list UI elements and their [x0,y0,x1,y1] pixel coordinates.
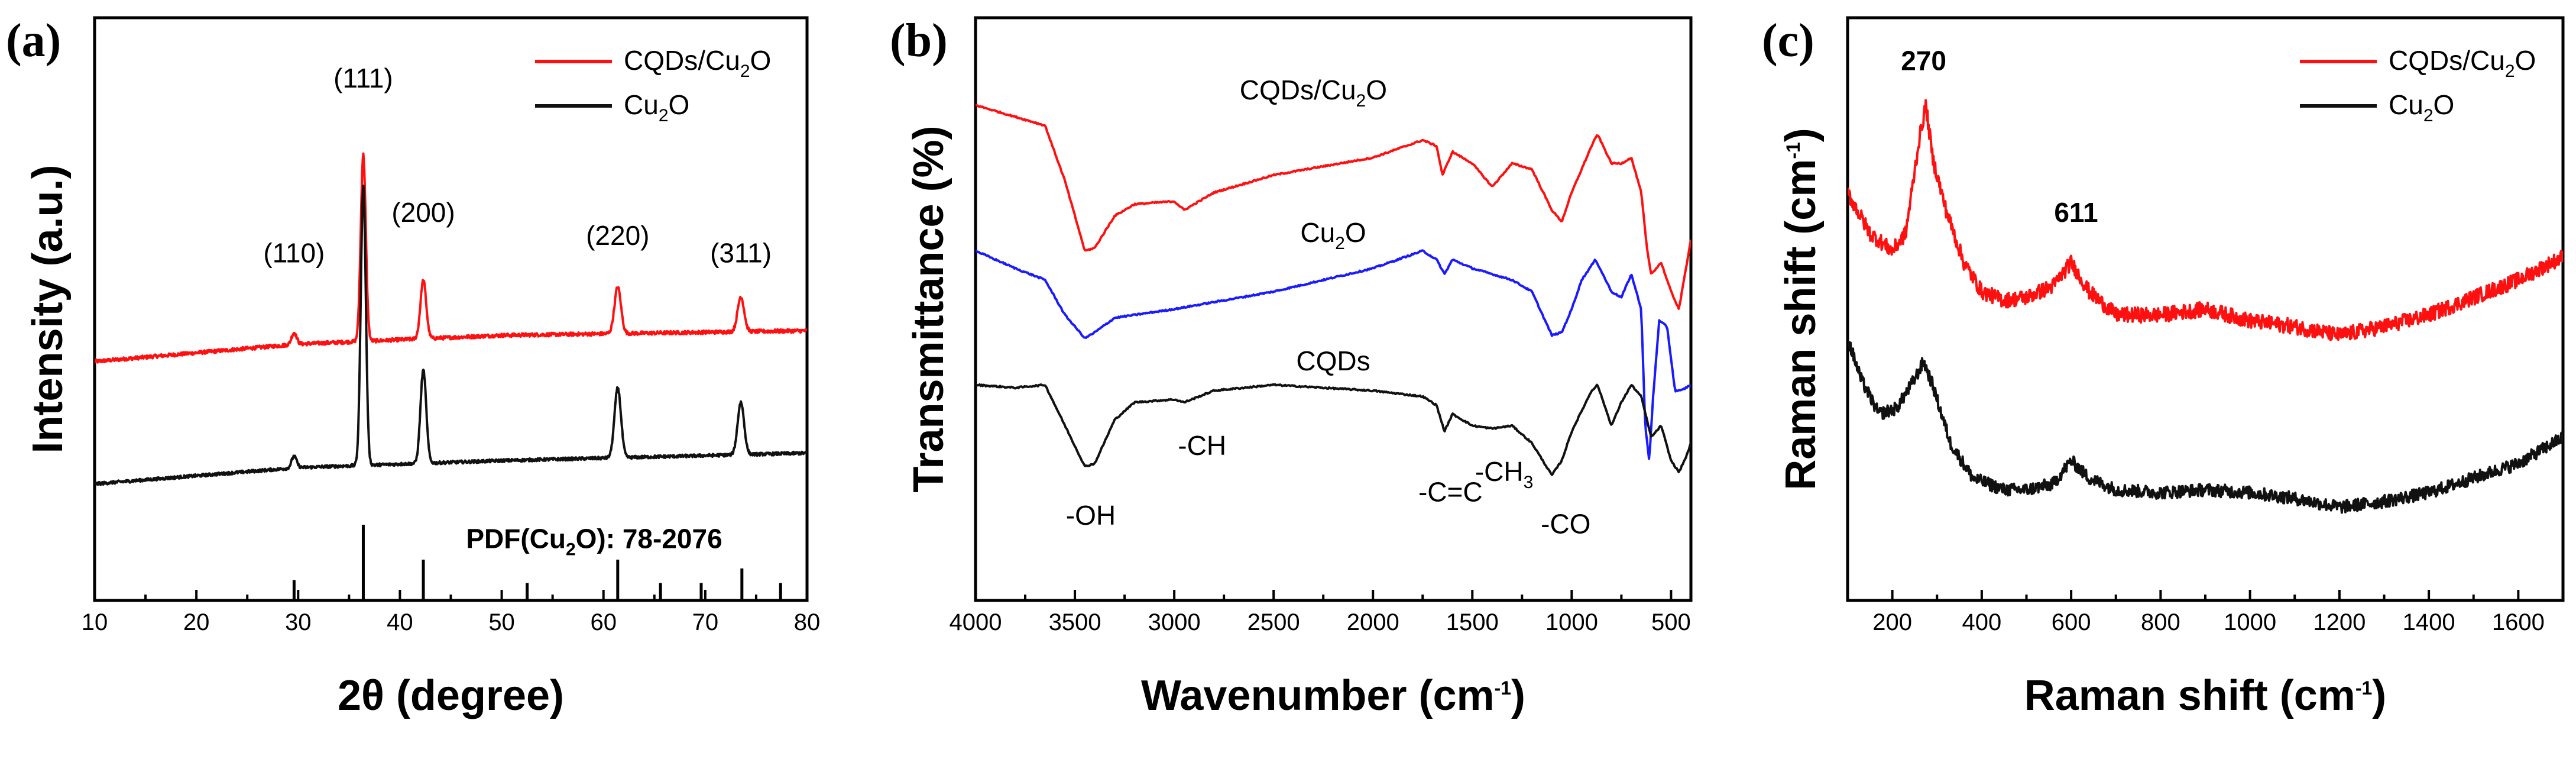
x-tick-label: 2500 [1248,609,1300,635]
series-line-0 [95,152,807,364]
x-tick-label: 2000 [1347,609,1399,635]
x-tick-label: 30 [285,609,312,635]
x-tick-label: 1000 [1545,609,1598,635]
x-tick-label: 70 [692,609,719,635]
x-tick-label: 3500 [1049,609,1101,635]
x-tick-label: 3000 [1148,609,1201,635]
legend-entry: CQDs/Cu2O [2389,45,2536,81]
x-tick-label: 1600 [2492,609,2545,635]
peak-label: (220) [586,220,649,251]
x-tick-label: 20 [183,609,210,635]
chart-panel-2: 4000 3500 3000 2500 2000 1500 1000 500 (b) Wavenu… [890,15,1693,719]
plot-frame [93,16,809,602]
x-axis-label: 2θ (degree) [338,672,564,719]
x-tick-label: 400 [1962,609,2002,635]
panel-label: (a) [6,15,61,67]
y-axis-label: Intensity (a.u.) [24,164,72,453]
legend-entry: Cu2O [624,89,689,125]
peak-label: (111) [333,63,393,93]
peak-label: (311) [710,238,772,269]
annotation-label: CQDs/Cu2O [1240,75,1387,111]
legend-entry: Cu2O [2389,89,2454,125]
x-tick-label: 40 [387,609,413,635]
annotation-label: Cu2O [1300,217,1366,253]
peak-label: (200) [391,197,455,228]
x-tick-label: 500 [1651,609,1691,635]
peak-label: (110) [263,238,325,269]
x-tick-label: 4000 [950,609,1002,635]
x-tick-label: 1400 [2403,609,2455,635]
panel-label: (c) [1762,15,1814,67]
x-tick-label: 1200 [2313,609,2366,635]
x-tick-label: 1500 [1446,609,1499,635]
annotation-label: CQDs [1296,345,1370,376]
y-axis-label: Raman shift (cm-1) [1777,128,1825,490]
annotation-label: -CH [1178,430,1226,461]
reference-label: PDF(Cu2O): 78-2076 [466,523,722,559]
panel-label: (b) [890,15,948,67]
x-tick-label: 1000 [2224,609,2276,635]
peak-label: 270 [1901,46,1946,76]
series-line-1 [95,185,807,486]
plot-frame [974,16,1693,602]
annotation-label: -C=C [1418,477,1483,508]
chart-panel-1: 10 20 30 40 50 60 70 80 (a) 2θ (degree) Intensity … [6,15,820,719]
legend-entry: CQDs/Cu2O [624,45,771,81]
peak-label: 611 [2054,197,2098,228]
x-tick-label: 600 [2052,609,2091,635]
x-axis-label: Raman shift (cm-1) [2024,672,2387,719]
x-tick-label: 80 [794,609,821,635]
x-tick-label: 10 [82,609,108,635]
annotation-label: -OH [1066,500,1116,531]
x-tick-label: 50 [488,609,515,635]
y-axis-label: Transmittance (%) [905,125,952,492]
x-tick-label: 200 [1872,609,1912,635]
x-tick-label: 60 [590,609,617,635]
series-line-2 [976,383,1691,476]
chart-panel-3: 200 400 600 800 1000 1200 1400 1600 (c) Raman shi… [1762,15,2565,719]
annotation-label: -CH3 [1475,456,1533,492]
x-tick-label: 800 [2141,609,2180,635]
x-axis-label: Wavenumber (cm-1) [1141,672,1525,719]
series-line-0 [976,104,1691,310]
series-line-0 [1848,99,2563,341]
annotation-label: -CO [1541,509,1590,540]
series-line-1 [976,249,1691,460]
series-line-1 [1848,341,2563,514]
